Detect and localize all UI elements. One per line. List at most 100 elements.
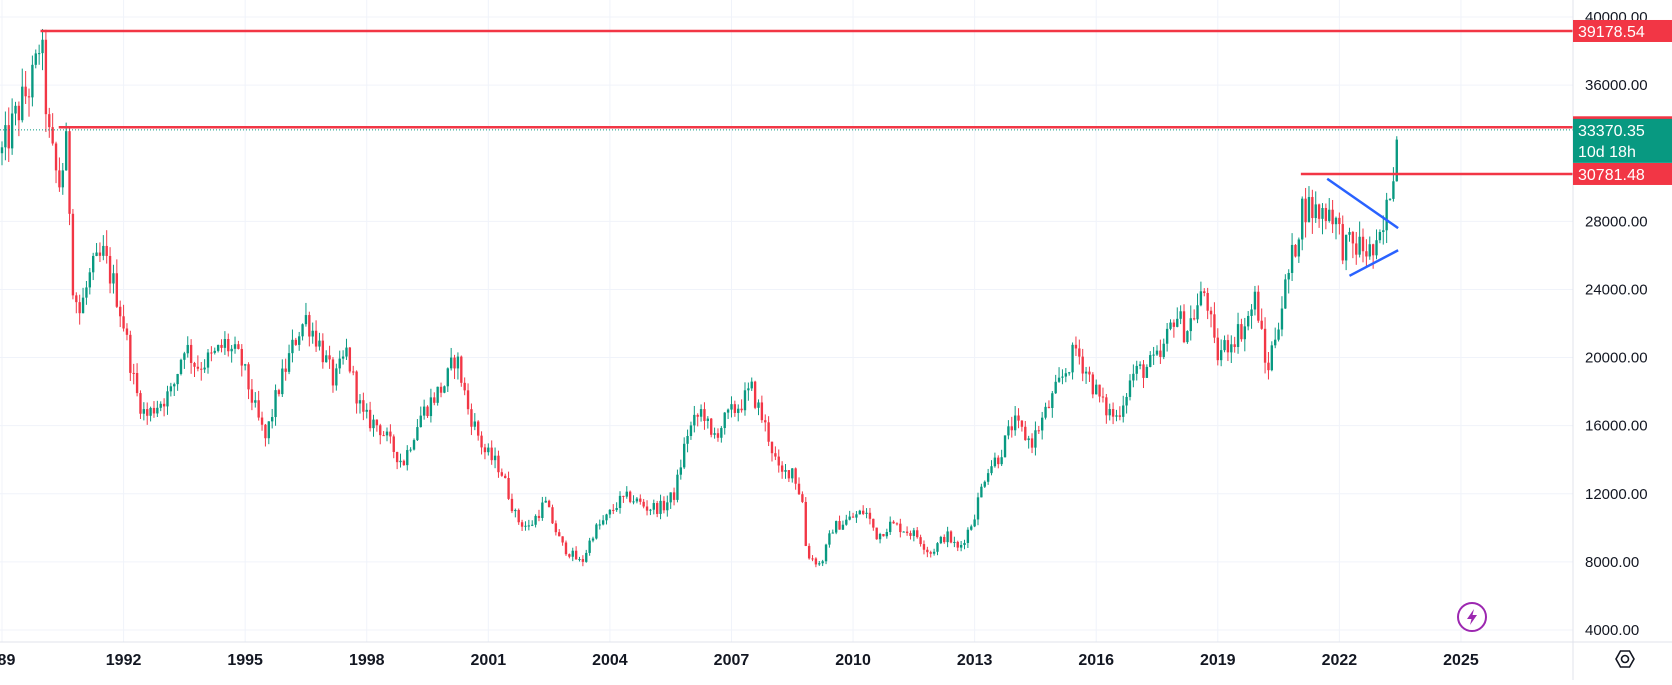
candle-body[interactable] (1334, 217, 1338, 225)
candle-body[interactable] (1348, 232, 1351, 235)
candle-body[interactable] (68, 131, 71, 214)
candle[interactable] (1074, 336, 1078, 357)
candle-body[interactable] (304, 315, 308, 325)
candle[interactable] (1057, 367, 1061, 383)
candle[interactable] (1176, 307, 1179, 328)
candle-body[interactable] (598, 524, 601, 526)
candle-body[interactable] (1368, 244, 1371, 257)
candle-body[interactable] (193, 362, 196, 367)
candle[interactable] (227, 333, 230, 357)
candle-body[interactable] (98, 252, 102, 256)
candle[interactable] (210, 346, 213, 362)
candle[interactable] (399, 453, 402, 468)
candle-body[interactable] (531, 524, 534, 526)
candle-body[interactable] (115, 273, 119, 307)
candle[interactable] (1307, 186, 1311, 223)
candle[interactable] (865, 508, 868, 519)
candle-body[interactable] (504, 475, 507, 479)
candle-body[interactable] (517, 509, 520, 523)
candle-body[interactable] (1098, 384, 1101, 397)
candle-body[interactable] (210, 352, 213, 354)
candle[interactable] (949, 530, 953, 544)
candle[interactable] (1355, 231, 1358, 265)
candle[interactable] (1189, 305, 1192, 341)
candle[interactable] (439, 382, 443, 398)
candle-body[interactable] (831, 532, 834, 534)
candle[interactable] (953, 536, 956, 548)
candle[interactable] (95, 243, 98, 257)
candle-body[interactable] (1270, 345, 1274, 371)
candle[interactable] (1125, 392, 1128, 414)
candle-body[interactable] (966, 529, 970, 543)
candle[interactable] (156, 400, 159, 417)
candle-body[interactable] (1149, 355, 1152, 367)
candle[interactable] (4, 111, 7, 161)
candle-body[interactable] (200, 368, 203, 370)
candle-body[interactable] (21, 86, 24, 121)
candle-body[interactable] (1000, 457, 1003, 465)
candle-body[interactable] (585, 552, 588, 562)
candle-body[interactable] (230, 348, 233, 352)
candle[interactable] (146, 402, 149, 425)
candle[interactable] (872, 518, 875, 531)
candle[interactable] (321, 333, 325, 369)
candle[interactable] (743, 382, 747, 416)
candle[interactable] (652, 499, 655, 515)
candle[interactable] (527, 519, 531, 531)
candle[interactable] (223, 331, 227, 355)
candle[interactable] (21, 68, 24, 123)
candle[interactable] (970, 524, 973, 531)
candle[interactable] (237, 340, 240, 350)
candle[interactable] (1233, 336, 1236, 353)
candle[interactable] (787, 470, 791, 483)
candle[interactable] (1270, 341, 1274, 372)
candle-body[interactable] (1068, 372, 1071, 374)
candle[interactable] (1162, 338, 1165, 360)
candle-body[interactable] (980, 486, 983, 498)
candle[interactable] (281, 359, 284, 397)
candle[interactable] (1105, 393, 1108, 424)
candle-body[interactable] (1304, 198, 1307, 223)
candle[interactable] (48, 107, 51, 138)
candle-body[interactable] (679, 467, 682, 475)
candle-body[interactable] (574, 550, 578, 560)
candle-body[interactable] (1321, 208, 1324, 219)
candle-body[interactable] (740, 408, 743, 411)
candle[interactable] (1064, 368, 1067, 383)
candle[interactable] (568, 553, 571, 559)
candle-body[interactable] (223, 339, 227, 348)
candle[interactable] (662, 496, 666, 514)
candle[interactable] (1132, 364, 1135, 388)
candle-body[interactable] (632, 501, 635, 503)
candle-body[interactable] (973, 519, 976, 527)
candle-body[interactable] (1071, 344, 1074, 373)
candle-body[interactable] (426, 406, 429, 417)
candle[interactable] (345, 338, 348, 361)
candle-body[interactable] (1311, 197, 1314, 219)
candle-body[interactable] (703, 409, 706, 421)
candle-body[interactable] (1010, 426, 1013, 431)
candle[interactable] (564, 540, 568, 556)
candle[interactable] (669, 492, 672, 509)
candle-body[interactable] (848, 516, 851, 520)
candle-body[interactable] (119, 306, 122, 317)
candle[interactable] (753, 380, 757, 410)
candle[interactable] (1257, 285, 1260, 323)
candle-body[interactable] (652, 503, 655, 510)
candle-body[interactable] (976, 497, 980, 520)
candle-body[interactable] (166, 391, 169, 407)
candle[interactable] (416, 419, 419, 442)
candle-body[interactable] (95, 252, 98, 256)
candle-body[interactable] (936, 543, 939, 552)
candle-body[interactable] (655, 503, 659, 514)
candle[interactable] (956, 540, 959, 552)
candle[interactable] (61, 162, 64, 195)
candle-body[interactable] (1095, 384, 1098, 395)
candle-body[interactable] (628, 491, 632, 502)
candle[interactable] (605, 513, 608, 525)
candle[interactable] (331, 357, 335, 393)
candle[interactable] (932, 548, 936, 556)
candle[interactable] (453, 354, 456, 380)
candle-body[interactable] (497, 455, 500, 473)
candle-body[interactable] (14, 105, 17, 114)
